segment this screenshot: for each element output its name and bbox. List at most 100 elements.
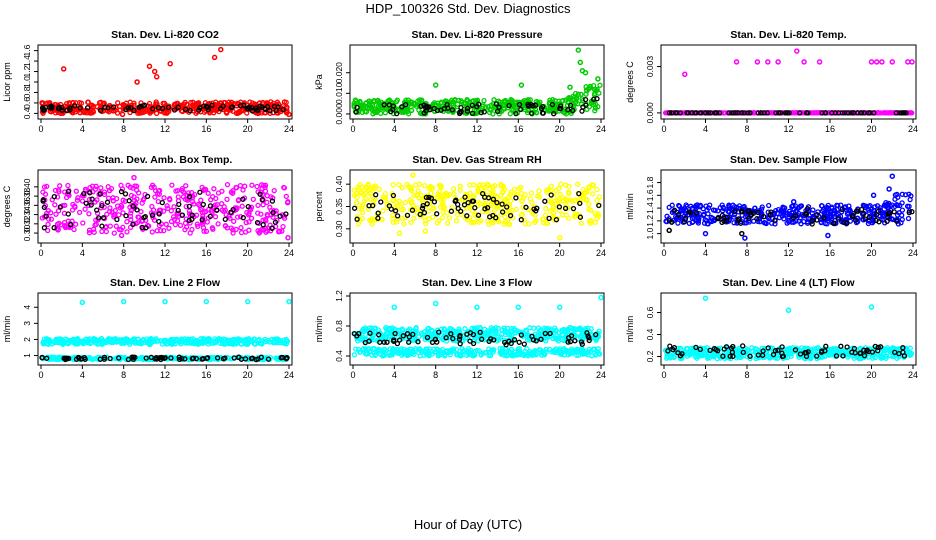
data-point <box>868 59 875 65</box>
data-point <box>521 217 527 223</box>
data-point <box>240 215 246 221</box>
data-point <box>700 206 706 212</box>
data-point <box>183 224 190 230</box>
data-point <box>238 225 244 231</box>
data-point <box>882 210 888 217</box>
data-point <box>353 109 359 115</box>
data-point <box>408 200 415 206</box>
data-point <box>399 215 405 222</box>
data-point <box>140 197 146 203</box>
data-point <box>120 197 126 203</box>
data-point <box>113 195 120 202</box>
data-point <box>128 210 134 216</box>
data-point <box>518 190 525 197</box>
data-point <box>779 209 785 215</box>
data-point <box>763 220 769 227</box>
data-point <box>118 188 125 195</box>
x-tick-label: 16 <box>201 370 211 380</box>
data-point <box>103 224 109 230</box>
data-point <box>707 202 713 208</box>
data-point <box>229 104 236 110</box>
data-point <box>559 212 566 218</box>
x-tick-label: 8 <box>121 370 126 380</box>
x-tick-label: 24 <box>908 370 918 380</box>
data-point <box>886 186 892 192</box>
data-point <box>258 340 264 347</box>
data-point <box>139 218 145 224</box>
data-point <box>739 230 745 237</box>
data-point <box>161 227 167 234</box>
data-point <box>381 102 387 108</box>
data-point <box>531 325 537 331</box>
data-point <box>899 216 905 223</box>
data-point <box>209 102 215 108</box>
data-point <box>377 339 383 345</box>
data-point <box>477 201 483 207</box>
data-point <box>862 216 868 222</box>
data-point <box>355 184 361 190</box>
data-point <box>421 352 427 358</box>
y-tick-label: 1.4 <box>645 202 655 214</box>
data-point <box>444 220 451 226</box>
data-point <box>719 219 725 226</box>
data-point <box>85 339 91 346</box>
data-point <box>729 110 735 116</box>
data-point <box>263 229 269 235</box>
data-point <box>480 190 486 197</box>
data-point <box>353 199 360 206</box>
data-point <box>359 203 365 210</box>
data-point <box>99 228 105 235</box>
data-point <box>583 102 589 108</box>
data-point <box>215 190 222 196</box>
data-point <box>149 203 155 210</box>
data-point <box>705 205 712 211</box>
data-point <box>399 185 405 191</box>
data-point <box>421 182 428 189</box>
y-axis-label: degrees C <box>2 185 12 227</box>
data-point <box>391 197 397 203</box>
data-point <box>162 298 168 305</box>
data-point <box>507 111 513 117</box>
data-point <box>153 99 159 105</box>
data-point <box>767 110 773 116</box>
data-point <box>394 203 401 210</box>
data-point <box>75 195 81 201</box>
data-point <box>162 339 168 345</box>
data-point <box>884 218 890 225</box>
data-point <box>742 235 748 241</box>
data-point <box>123 213 129 219</box>
data-point <box>240 196 246 202</box>
data-point <box>437 204 444 210</box>
data-point <box>238 229 245 236</box>
data-point <box>552 98 558 104</box>
data-point <box>230 188 236 194</box>
data-point <box>156 211 162 217</box>
data-point <box>260 222 266 228</box>
data-point <box>197 336 204 342</box>
data-point <box>448 208 455 214</box>
data-point <box>481 184 487 191</box>
data-point <box>832 214 838 220</box>
data-point <box>453 347 460 353</box>
data-point <box>60 66 67 72</box>
data-point <box>850 110 856 116</box>
data-points <box>39 46 292 118</box>
data-point <box>98 185 104 191</box>
data-point <box>186 194 193 200</box>
data-point <box>572 211 578 217</box>
data-point <box>694 202 700 208</box>
data-point <box>235 197 242 203</box>
data-point <box>175 104 181 110</box>
data-point <box>845 110 851 116</box>
data-point <box>134 79 140 85</box>
data-point <box>203 228 210 235</box>
data-point <box>151 68 158 75</box>
y-axis-label: ml/min <box>625 316 635 343</box>
data-point <box>376 186 382 192</box>
data-point <box>135 190 142 196</box>
data-point <box>370 345 376 352</box>
data-point <box>136 104 142 110</box>
data-point <box>245 212 252 218</box>
y-tick-label: 0.8 <box>22 86 32 98</box>
